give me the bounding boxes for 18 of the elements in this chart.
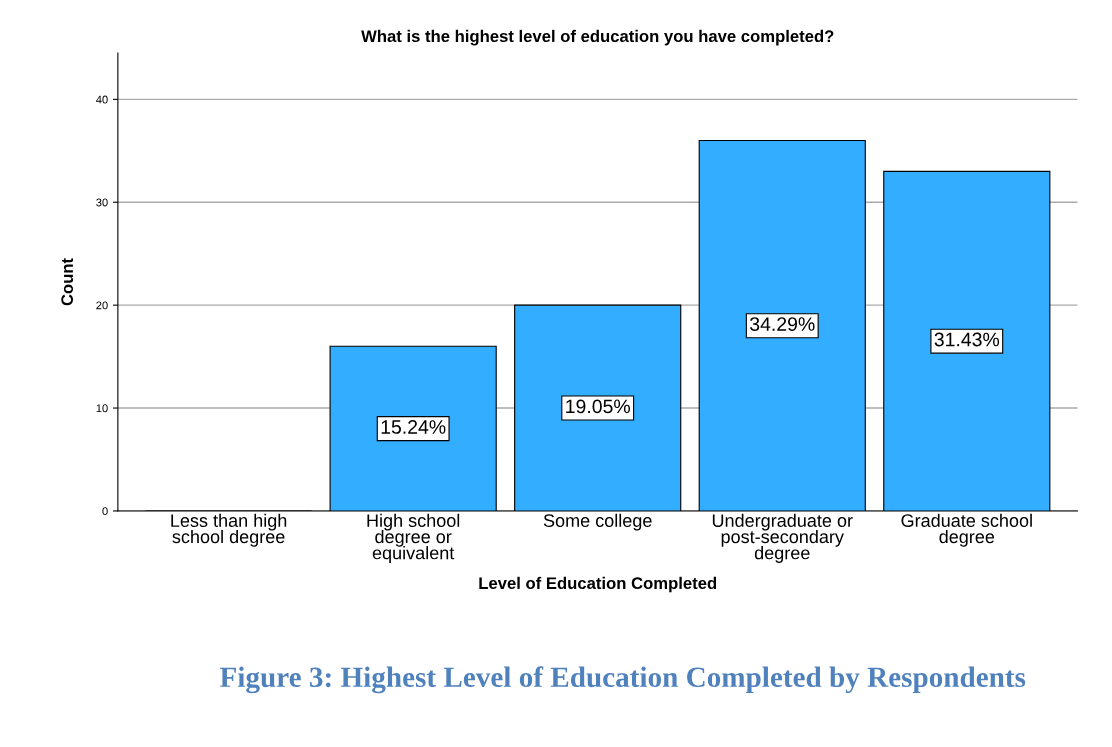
- x-axis-title: Level of Education Completed: [479, 576, 717, 593]
- y-axis-title: Count: [61, 258, 74, 306]
- y-tick-label: 10: [96, 404, 108, 413]
- x-tick-label: Graduate school degree: [901, 513, 1032, 547]
- annotation: 19.05%: [566, 399, 630, 414]
- annotation: 34.29%: [750, 317, 815, 331]
- y-tick-label: 30: [96, 198, 108, 207]
- x-tick-label: High school degree or equivalent: [367, 513, 460, 563]
- annotation: 31.43%: [934, 332, 1000, 347]
- x-tick-label: Some college: [543, 513, 652, 531]
- x-tick-label: Undergraduate or post-secondary degree: [712, 513, 853, 563]
- y-tick-label: 40: [96, 95, 108, 104]
- y-tick-label: 0: [102, 507, 108, 516]
- annotation: 15.24%: [381, 420, 446, 434]
- caption: Figure 3: Highest Level of Education Completed by Respondents: [220, 666, 1026, 694]
- chart-title: What is the highest level of education you have completed?: [361, 29, 834, 46]
- y-tick-label: 20: [96, 301, 108, 310]
- x-tick-label: Less than high school degree: [171, 513, 287, 547]
